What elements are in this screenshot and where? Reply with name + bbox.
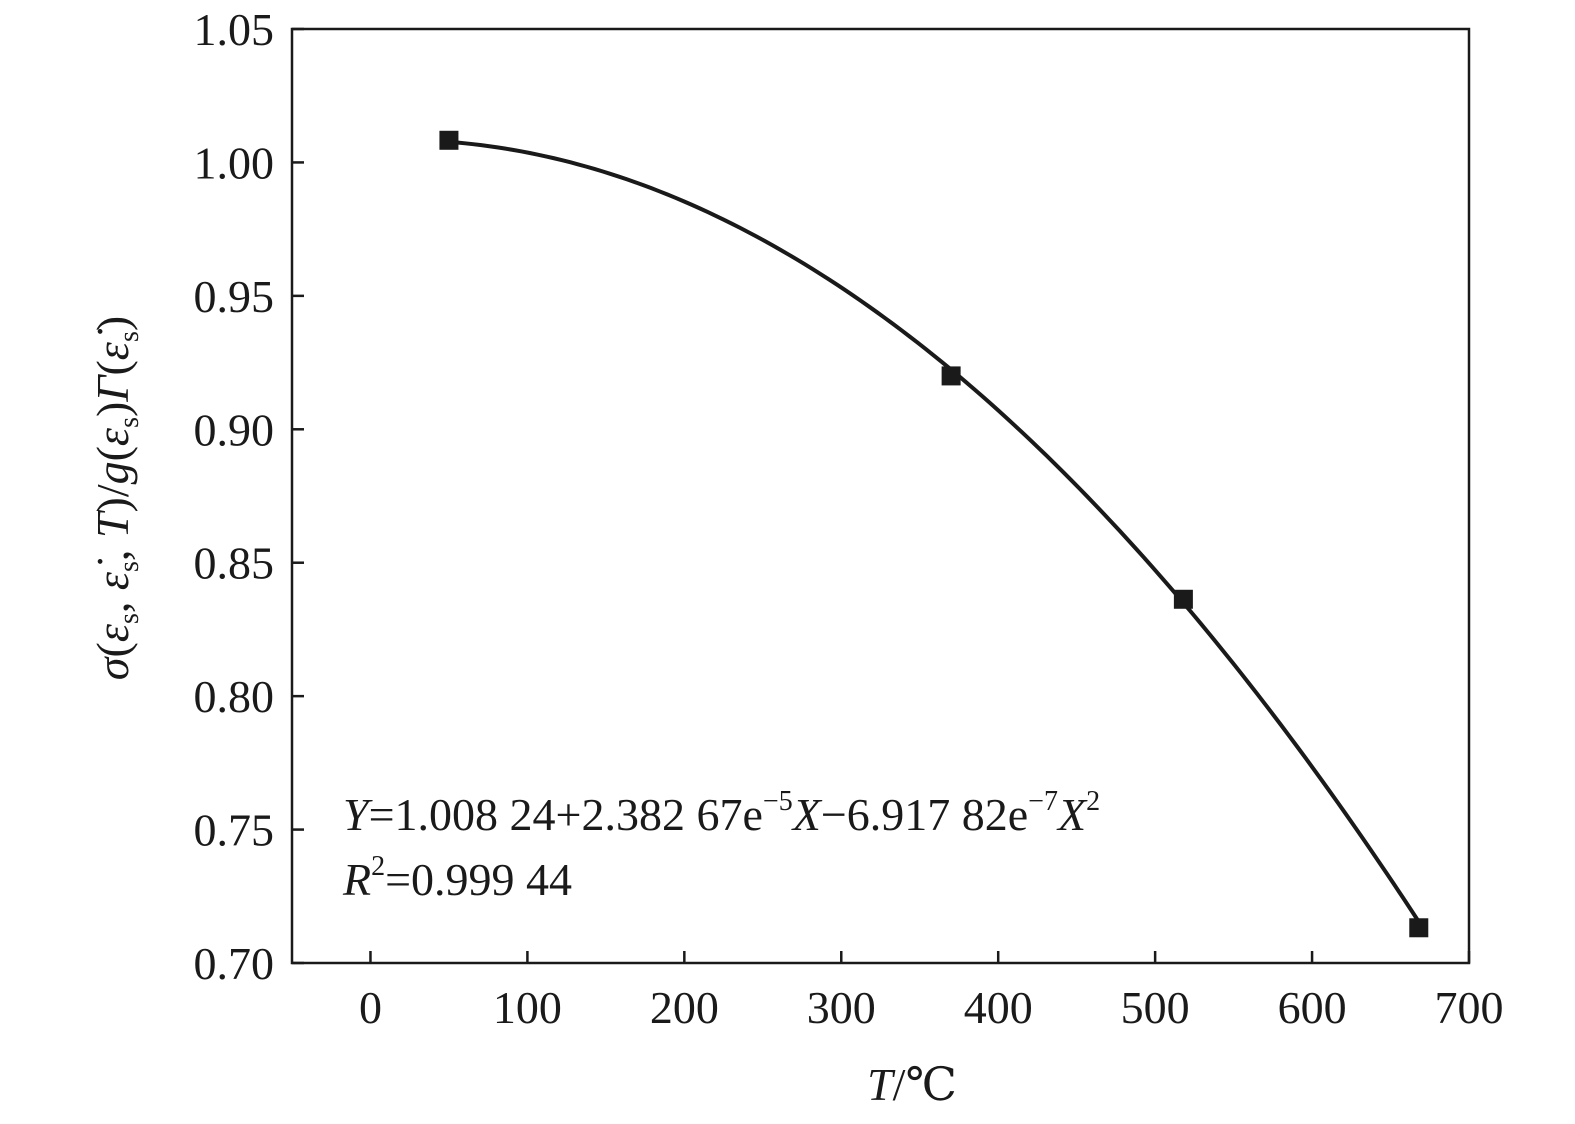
r-sup: 2 [371,851,385,882]
y-title-open2: ( [87,446,138,461]
r-squared: R2=0.999 44 [342,851,572,905]
y-title-mid: )/ [87,484,138,512]
y-title-close3: ) [87,316,138,331]
y-axis-title: σ(εs, ε̇s, T)/g(εs)Γ(ε̇s) [87,316,145,680]
x-axis-var: T [867,1059,896,1110]
eq-x: X [791,789,823,840]
eq-part1: =1.008 24+2.382 67e [369,789,763,840]
data-point-2 [1173,589,1193,609]
ticks [292,27,1471,965]
y-title-eps: ε [87,623,138,642]
x-axis-title: T/℃ [867,1059,957,1110]
y-tick-label-0: 0.70 [194,938,275,989]
x-axis-unit: /℃ [893,1059,957,1110]
fit-equation: Y=1.008 24+2.382 67e−5X−6.917 82e−7X2 [343,786,1100,840]
x-tick-label-7: 700 [1435,982,1504,1033]
x-tick-label-4: 400 [964,982,1033,1033]
eq-x2: X [1056,789,1088,840]
x-tick-label-1: 100 [493,982,562,1033]
eq-part2: −6.917 82e [821,789,1028,840]
y-title-T: T [87,509,138,538]
data-points [439,130,1429,938]
y-title-sub-s2: s [114,561,145,572]
x-tick-label-5: 500 [1121,982,1190,1033]
y-tick-label-5: 0.95 [194,271,275,322]
tick-labels: 0 100 200 300 400 500 600 700 0.70 0.75 0.80 0.85 0.… [194,4,1504,1033]
data-point-3 [1409,918,1429,938]
eq-sup3: 2 [1086,786,1100,817]
y-tick-label-3: 0.85 [194,538,275,589]
y-title-sub-s3: s [114,417,145,428]
y-title-open3: ( [87,360,138,375]
r-letter: R [342,854,371,905]
data-point-0 [439,130,459,150]
plot-frame [290,27,1471,965]
eq-sup2: −7 [1028,786,1058,817]
r-value: =0.999 44 [385,854,572,905]
x-tick-label-2: 200 [650,982,719,1033]
y-tick-label-7: 1.05 [194,4,275,55]
y-title-close2: ) [87,402,138,417]
y-title-comma2: , [87,538,138,561]
y-title-sub-s4: s [114,331,145,342]
y-title-comma: , [87,590,138,613]
y-tick-label-4: 0.90 [194,404,275,455]
y-tick-label-6: 1.00 [194,137,275,188]
fit-curve [448,139,1421,923]
x-tick-label-3: 300 [807,982,876,1033]
y-title-gamma: Γ [87,374,138,403]
y-title-sigma: σ [87,655,138,680]
y-tick-label-2: 0.80 [194,671,275,722]
x-tick-label-6: 600 [1278,982,1347,1033]
eq-y: Y [343,789,373,840]
y-title-eps2: ε [87,427,138,446]
data-point-1 [941,366,961,386]
eq-sup1: −5 [763,786,793,817]
y-title-open: ( [87,642,138,657]
x-tick-label-0: 0 [359,982,382,1033]
y-title-sub-s: s [114,613,145,624]
y-tick-label-1: 0.75 [194,805,275,856]
y-title-g: g [87,461,138,484]
